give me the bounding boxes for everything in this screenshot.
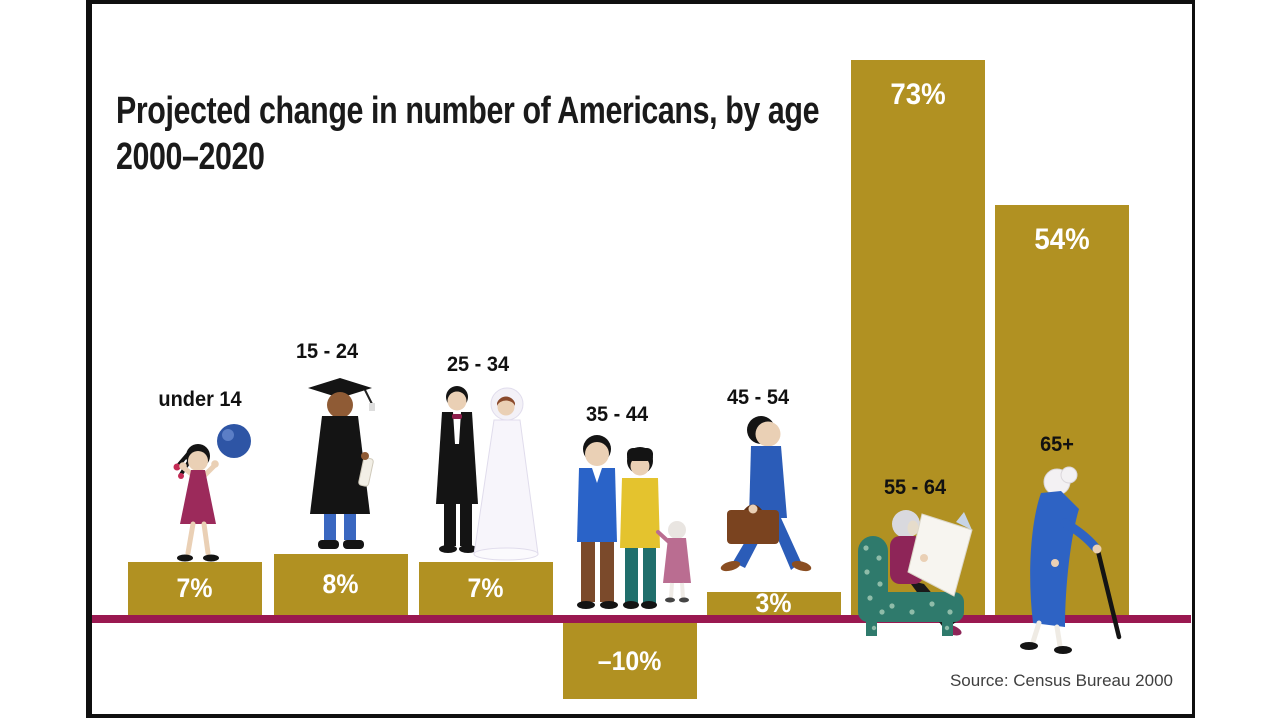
graduate-illustration bbox=[308, 378, 375, 549]
age-label-55-64: 55 - 64 bbox=[883, 476, 947, 499]
wedding-couple-illustration bbox=[436, 386, 539, 561]
chart-title-line2: 2000–2020 bbox=[116, 136, 265, 178]
percent-label: 8% bbox=[323, 569, 359, 599]
family-illustration bbox=[577, 435, 691, 609]
age-label-35-44: 35 - 44 bbox=[585, 403, 649, 426]
bar-15-24: 8% bbox=[274, 554, 408, 615]
percent-label: 7% bbox=[468, 573, 504, 603]
source-note: Source: Census Bureau 2000 bbox=[949, 671, 1173, 690]
chart-title-line1: Projected change in number of Americans,… bbox=[116, 90, 820, 132]
bar-35-44-negative: –10% bbox=[563, 623, 697, 699]
age-label-45-54: 45 - 54 bbox=[726, 386, 790, 409]
bar-under-14: 7% bbox=[128, 562, 262, 615]
age-label-65-plus: 65+ bbox=[1040, 433, 1074, 456]
age-label-25-34: 25 - 34 bbox=[446, 353, 510, 376]
percent-label: 3% bbox=[756, 588, 792, 618]
zero-baseline bbox=[92, 615, 1191, 623]
age-label-15-24: 15 - 24 bbox=[295, 340, 359, 363]
percent-label: 54% bbox=[1034, 223, 1090, 256]
percent-label: 73% bbox=[890, 78, 946, 111]
age-label-under-14: under 14 bbox=[158, 388, 242, 411]
elderly-woman-with-cane-illustration bbox=[1020, 466, 1122, 654]
reader-in-armchair-illustration bbox=[858, 510, 973, 636]
percent-label: 7% bbox=[177, 573, 213, 603]
bar-45-54: 3% bbox=[707, 588, 841, 618]
chart-title: Projected change in number of Americans,… bbox=[116, 88, 820, 180]
girl-with-ball-illustration bbox=[173, 424, 251, 562]
businessman-with-briefcase-illustration bbox=[720, 416, 812, 572]
percent-label: –10% bbox=[598, 645, 662, 676]
bar-25-34: 7% bbox=[419, 562, 553, 615]
